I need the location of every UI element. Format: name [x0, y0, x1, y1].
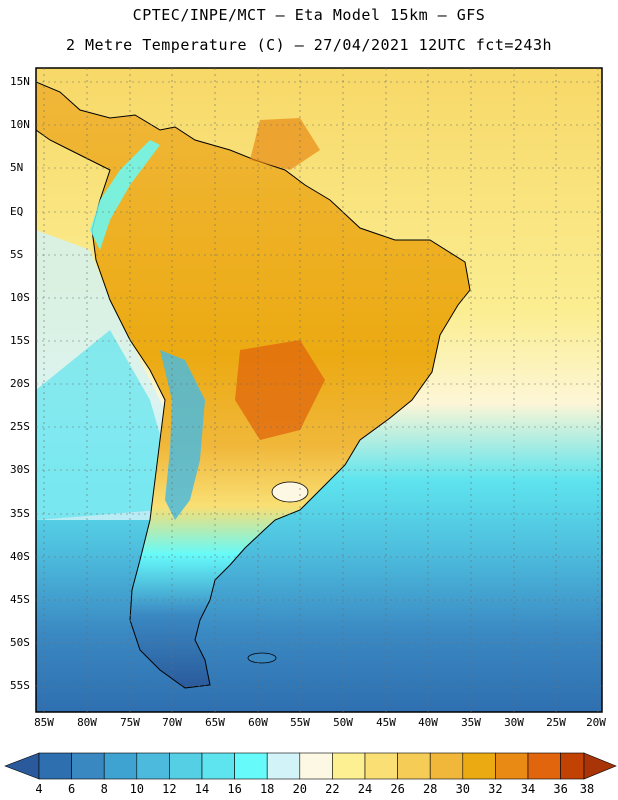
lon-label-75w: 75W	[120, 716, 140, 729]
lat-label-20s: 20S	[10, 377, 30, 390]
colorbar-swatch	[38, 752, 72, 780]
map-frame	[35, 67, 603, 713]
lat-label-5n: 5N	[10, 161, 24, 174]
lat-label-45s: 45S	[10, 593, 30, 606]
colorbar-swatch	[103, 752, 138, 780]
lon-label-50w: 50W	[333, 716, 353, 729]
colorbar-swatch	[364, 752, 398, 780]
colorbar-label: 12	[162, 782, 177, 796]
map-title-line1: CPTEC/INPE/MCT – Eta Model 15km – GFS	[132, 6, 486, 24]
lon-label-80w: 80W	[77, 716, 97, 729]
colorbar-swatch	[332, 752, 366, 780]
andes-north-zone	[90, 140, 160, 250]
andes-central-zone	[160, 350, 205, 520]
lat-label-50s: 50S	[10, 636, 30, 649]
colorbar-label: 28	[422, 782, 438, 796]
lat-label-15n: 15N	[10, 75, 30, 88]
colorbar-label: 14	[194, 782, 210, 796]
lat-label-15s: 15S	[10, 334, 30, 347]
lon-label-45w: 45W	[376, 716, 396, 729]
colorbar-label: 36	[553, 782, 568, 796]
colorbar-label: 10	[129, 782, 145, 796]
falkland-islands	[247, 652, 277, 664]
colorbar-swatch	[397, 752, 431, 780]
lat-label-eq: EQ	[10, 205, 24, 218]
rio-de-la-plata-zone	[271, 481, 309, 503]
colorbar-label: 38	[579, 782, 595, 796]
lat-label-5s: 5S	[10, 248, 24, 261]
colorbar-label: 16	[227, 782, 242, 796]
hot-interior-zone	[235, 340, 325, 440]
colorbar-swatch	[495, 752, 529, 780]
lat-label-40s: 40S	[10, 550, 30, 563]
lat-label-10s: 10S	[10, 291, 30, 304]
colorbar-label: 24	[357, 782, 373, 796]
lon-label-85w: 85W	[34, 716, 54, 729]
map-title-line2: 2 Metre Temperature (C) – 27/04/2021 12U…	[65, 36, 553, 54]
lat-label-55s: 55S	[10, 679, 30, 692]
colorbar-swatch	[71, 752, 105, 780]
colorbar-swatch	[136, 752, 170, 780]
colorbar-swatch	[299, 752, 333, 780]
lon-label-65w: 65W	[205, 716, 225, 729]
colorbar-label: 34	[520, 782, 536, 796]
colorbar-swatch	[201, 752, 235, 780]
colorbar-swatch	[266, 752, 301, 780]
colorbar-label: 8	[100, 782, 108, 796]
colorbar-swatch	[234, 752, 268, 780]
colorbar-label: 6	[67, 782, 76, 796]
colorbar-label: 30	[455, 782, 471, 796]
lon-label-40w: 40W	[418, 716, 438, 729]
colorbar-label: 4	[35, 782, 43, 796]
colorbar-label: 20	[292, 782, 308, 796]
lon-label-30w: 30W	[504, 716, 524, 729]
colorbar-label: 18	[259, 782, 275, 796]
pacific-cold-zone	[36, 330, 170, 520]
lat-label-25s: 25S	[10, 420, 30, 433]
colorbar-swatch	[169, 752, 203, 780]
lon-label-25w: 25W	[546, 716, 566, 729]
lat-label-30s: 30S	[10, 463, 30, 476]
colorbar-right-arrow	[583, 752, 617, 780]
colorbar-label: 26	[390, 782, 405, 796]
lon-label-60w: 60W	[248, 716, 268, 729]
colorbar-swatch	[527, 752, 561, 780]
colorbar-swatch	[462, 752, 496, 780]
lon-label-55w: 55W	[290, 716, 310, 729]
lon-label-35w: 35W	[461, 716, 481, 729]
colorbar	[4, 752, 617, 780]
lon-label-70w: 70W	[162, 716, 182, 729]
colorbar-swatch	[429, 752, 464, 780]
lon-label-20w: 20W	[586, 716, 606, 729]
colorbar-left-arrow	[4, 752, 40, 780]
lat-label-35s: 35S	[10, 507, 30, 520]
colorbar-swatch	[560, 752, 585, 780]
colorbar-label: 22	[325, 782, 340, 796]
lat-label-10n: 10N	[10, 118, 30, 131]
colorbar-label: 32	[488, 782, 503, 796]
grid-lines	[36, 68, 602, 712]
hot-north-zone	[250, 118, 320, 170]
